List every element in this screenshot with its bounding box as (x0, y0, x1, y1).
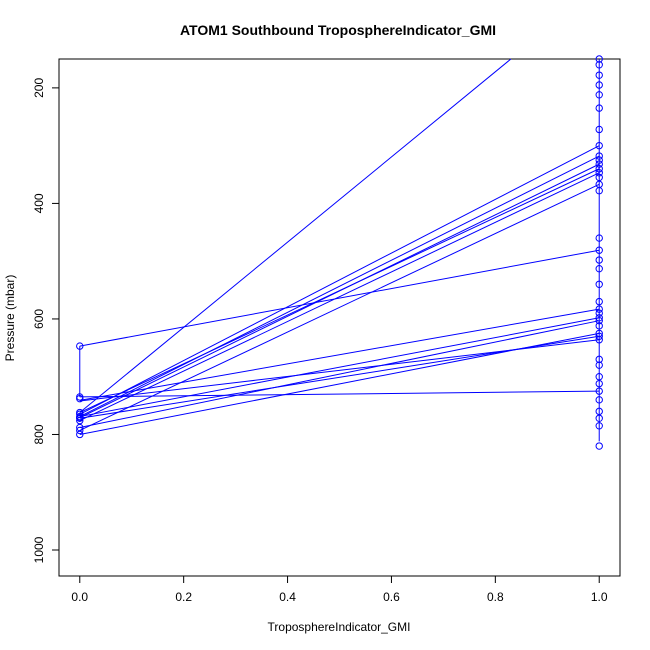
data-point-x1-21 (595, 297, 603, 306)
series-segment-8 (79, 172, 600, 422)
series-segment-2 (79, 390, 600, 398)
data-point-x0-2 (76, 394, 84, 403)
data-point-x1-33 (595, 379, 603, 388)
data-point-x1-15 (595, 187, 603, 195)
series-layer (79, 58, 600, 442)
data-point-x1-24 (595, 314, 603, 322)
y-axis-label: Pressure (mbar) (3, 275, 17, 362)
series-segment-4 (79, 145, 600, 415)
y-tick-label: 200 (32, 78, 46, 98)
series-segment-7 (79, 168, 600, 413)
chart-title: ATOM1 Southbound TroposphereIndicator_GM… (180, 22, 496, 38)
data-point-x0-10 (76, 426, 84, 435)
x-tick-label: 0.6 (383, 590, 400, 604)
series-segment-3 (79, 58, 512, 413)
data-point-x0-8 (76, 416, 84, 425)
y-tick-label: 400 (32, 193, 46, 213)
x-tick-label: 0.4 (279, 590, 296, 604)
data-point-x0-0 (76, 342, 84, 350)
data-point-x1-35 (595, 396, 603, 404)
x-tick-label: 1.0 (591, 590, 608, 604)
data-point-x1-23 (595, 309, 603, 317)
data-point-x1-0 (595, 55, 603, 63)
y-tick-label: 800 (32, 424, 46, 444)
data-point-x1-13 (595, 173, 603, 182)
data-point-x1-3 (595, 81, 603, 89)
data-point-x0-7 (76, 414, 84, 422)
series-segment-9 (79, 183, 600, 431)
x-tick-label: 0.2 (175, 590, 192, 604)
series-segment-15 (79, 339, 600, 402)
y-tick-label: 1000 (32, 536, 46, 563)
plot-frame (58, 58, 621, 577)
series-segment-11 (79, 317, 600, 418)
data-point-x1-6 (595, 125, 603, 134)
x-axis-label: TroposphereIndicator_GMI (268, 620, 411, 634)
data-point-x1-9 (595, 156, 603, 164)
data-point-x1-18 (595, 256, 603, 264)
series-segment-10 (79, 308, 600, 401)
data-point-x1-7 (595, 141, 603, 150)
x-axis: 0.0 0.2 0.4 0.6 0.8 1.0 (71, 575, 608, 604)
data-point-x1-8 (595, 152, 603, 160)
series-segment-12 (79, 320, 600, 429)
data-point-x1-5 (595, 104, 603, 112)
x-tick-label: 0.0 (71, 590, 88, 604)
data-point-x1-31 (595, 361, 603, 369)
data-point-x1-10 (595, 160, 603, 168)
data-point-x1-37 (595, 414, 603, 422)
x-tick-label: 0.8 (487, 590, 504, 604)
data-point-x1-2 (595, 71, 603, 79)
data-point-x1-28 (595, 332, 603, 340)
data-point-x1-20 (595, 280, 603, 288)
y-tick-label: 600 (32, 309, 46, 329)
data-point-x1-1 (595, 61, 603, 69)
data-point-x1-36 (595, 407, 603, 416)
data-point-x1-16 (595, 234, 603, 242)
series-segment-0 (79, 249, 600, 347)
points-layer (76, 55, 603, 450)
data-point-x1-39 (595, 442, 603, 450)
data-point-x0-9 (76, 423, 84, 432)
y-axis: 200 400 600 800 1000 (32, 78, 60, 563)
data-point-x0-11 (76, 430, 84, 439)
data-point-x1-26 (595, 322, 603, 330)
data-point-x1-4 (595, 91, 603, 99)
data-point-x1-32 (595, 373, 603, 381)
series-segment-5 (79, 155, 600, 418)
data-point-x1-34 (595, 387, 603, 395)
data-point-x1-22 (595, 305, 603, 313)
data-point-x1-25 (595, 316, 603, 325)
data-point-x1-19 (595, 264, 603, 273)
data-point-x1-17 (595, 246, 603, 254)
data-point-x1-12 (595, 169, 603, 177)
data-point-x1-30 (595, 355, 603, 364)
data-point-x1-11 (595, 165, 603, 173)
data-point-x1-29 (595, 336, 603, 344)
data-point-x1-38 (595, 422, 603, 430)
